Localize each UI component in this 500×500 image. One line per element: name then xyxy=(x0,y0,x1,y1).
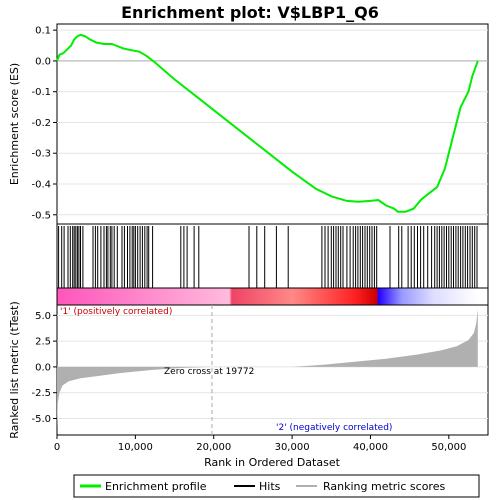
enrichment-profile-line xyxy=(56,33,479,213)
metric-tick-label: 2.5 xyxy=(35,337,51,348)
x-tick-label: 20,000 xyxy=(196,442,231,453)
metric-tick-label: 5.0 xyxy=(35,311,51,322)
metric-tick-label: -5.0 xyxy=(31,414,51,425)
legend-metric-label: Ranking metric scores xyxy=(323,480,445,493)
metric-tick-label: 0.0 xyxy=(35,362,51,373)
es-gridlines xyxy=(57,29,488,216)
chart-title: Enrichment plot: V$LBP1_Q6 xyxy=(121,3,379,22)
x-tick-label: 30,000 xyxy=(275,442,310,453)
metric-tick-label: -2.5 xyxy=(31,388,51,399)
x-tick-label: 0 xyxy=(54,442,60,453)
legend-profile-label: Enrichment profile xyxy=(105,480,207,493)
es-tick-label: -0.2 xyxy=(31,118,51,129)
hit-markers xyxy=(58,226,478,288)
es-tick-label: -0.4 xyxy=(31,180,51,191)
hits-panel xyxy=(56,223,489,289)
es-panel xyxy=(56,23,489,225)
x-axis-ticks: 0 10,000 20,000 30,000 40,000 50,000 xyxy=(54,435,466,453)
es-tick-label: 0.0 xyxy=(35,56,51,67)
x-tick-label: 10,000 xyxy=(118,442,153,453)
legend-box xyxy=(73,474,480,498)
es-tick-label: -0.3 xyxy=(31,149,51,160)
es-tick-label: -0.5 xyxy=(31,210,51,221)
ranking-heatmap-bar xyxy=(56,287,489,306)
metric-y-axis-title: Ranked list metric (tTest) xyxy=(8,301,21,438)
legend-hits-label: Hits xyxy=(259,480,281,493)
positive-correlation-label: '1' (positively correlated) xyxy=(60,307,172,317)
es-tick-label: 0.1 xyxy=(35,26,51,37)
zero-cross-label: Zero cross at 19772 xyxy=(164,367,254,377)
x-tick-label: 40,000 xyxy=(353,442,388,453)
x-axis-title: Rank in Ordered Dataset xyxy=(204,456,341,469)
metric-y-ticks: 5.0 2.5 0.0 -2.5 -5.0 xyxy=(31,311,57,425)
es-tick-label: -0.1 xyxy=(31,87,51,98)
ranking-metric-area xyxy=(57,309,478,429)
negative-correlation-label: '2' (negatively correlated) xyxy=(276,423,392,433)
x-tick-label: 50,000 xyxy=(431,442,466,453)
es-y-axis-title: Enrichment score (ES) xyxy=(8,63,21,185)
es-y-ticks: 0.1 0.0 -0.1 -0.2 -0.3 -0.4 -0.5 xyxy=(31,26,57,221)
